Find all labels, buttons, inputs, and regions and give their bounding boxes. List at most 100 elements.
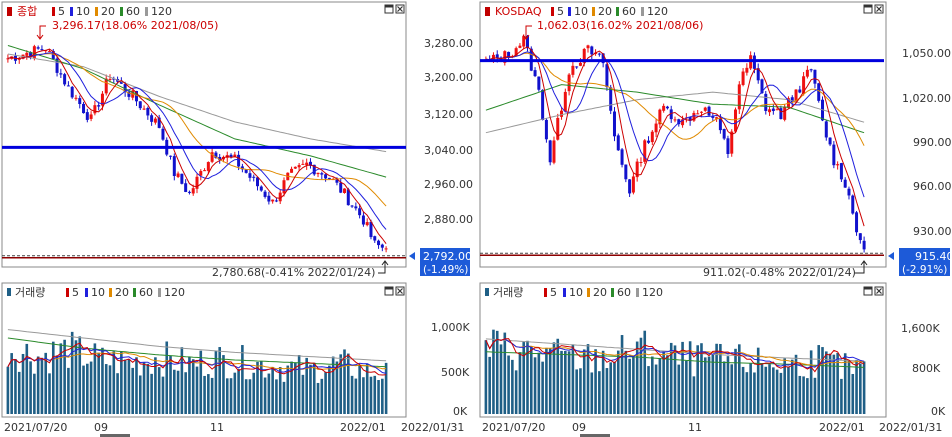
volume-bar [737,344,741,414]
scroll-thumb[interactable] [100,434,130,437]
volume-bar [97,352,100,414]
close-icon-x [397,6,403,12]
ma120-label: 120 [647,5,668,18]
volume-bar [377,380,380,414]
volume-bar [564,350,567,414]
candle-body [802,76,806,94]
volume-bar [135,357,138,414]
candle-body [507,51,511,58]
candle-body [703,107,707,111]
volume-bar [529,346,533,414]
vol-ma60-label: 60 [139,286,153,299]
volume-bar [756,347,760,414]
volume-bar [116,373,119,414]
candle-body [688,117,692,121]
volume-bar [613,361,616,414]
candle-body [240,166,244,170]
volume-bar [507,355,510,414]
date-tick: 11 [688,421,702,434]
volume-tick: 800K [912,362,941,375]
candle-body [274,200,278,202]
kosdaq-volume-window-controls[interactable] [863,286,884,296]
volume-bar [78,336,82,414]
candle-body [790,97,794,103]
vol-ma20-label: 20 [593,286,607,299]
candle-body [847,188,851,196]
candle-body [282,180,286,194]
volume-bar [165,341,169,414]
volume-bar [286,365,290,414]
kosdaq-high-arrow [522,25,532,40]
kospi-window-controls[interactable] [384,4,405,14]
volume-bar [567,351,571,414]
volume-bar [711,354,715,414]
volume-bar [545,347,548,414]
volume-bar [658,357,662,414]
kosdaq-window-controls[interactable] [863,4,884,14]
candle-body [858,233,862,241]
candle-body [578,62,582,66]
volume-bar [783,358,786,414]
kospi-volume-legend: 거래량 5 10 20 60 120 [7,286,185,299]
date-tick: 09 [572,421,586,434]
ma20-label: 20 [598,5,612,18]
volume-bar [753,372,756,414]
volume-bar [267,373,271,414]
volume-bar [571,344,575,414]
volume-bar [768,364,771,414]
candle-body [541,89,545,120]
kosdaq-current-price-badge: 915.40 (-2.91%) [888,248,952,276]
volume-bar [552,342,556,414]
vol-ma120-label: 120 [164,286,185,299]
volume-bar [537,352,541,414]
kospi-volume-window-controls[interactable] [384,286,405,296]
price-tick: 1,020.00 [902,92,951,105]
volume-bar [719,343,722,414]
ma60-line [485,84,865,134]
candle-body [354,206,358,209]
volume-bar [730,364,734,414]
kosdaq-panel: KOSDAQ 5 10 20 60 120 1,062.03(16.02% 20… [479,1,952,434]
candle-body [218,156,222,160]
ma10-swatch [85,288,88,297]
candle-body [707,106,711,116]
volume-bar [44,352,48,414]
volume-bar [575,369,578,414]
candle-body [832,144,836,166]
ma120-swatch [636,288,639,297]
volume-bar [369,376,373,414]
volume-bar [794,354,798,414]
ma5-line [485,46,865,227]
candle-body [335,179,339,183]
volume-bar [514,370,518,414]
volume-bar [616,350,620,414]
volume-bar [673,345,677,414]
volume-bar [700,343,703,414]
candle-body [327,177,331,179]
scroll-thumb[interactable] [580,434,610,437]
volume-bar [157,367,161,414]
candle-body [176,173,180,177]
candle-body [752,55,756,69]
volume-bar [169,355,172,414]
candle-body [256,177,260,187]
candle-body [233,154,237,157]
candle-body [605,64,609,88]
volume-bar [74,340,78,414]
volume-bar [123,359,127,414]
volume-bar [335,361,339,414]
candle-body [563,91,567,112]
candle-body [384,248,388,250]
candle-body [760,79,764,94]
volume-bar [647,366,650,414]
volume-bar [343,349,346,414]
candle-body [552,140,556,163]
volume-bar [199,350,203,414]
volume-bar [809,350,813,414]
candle-body [722,129,726,139]
volume-bar [70,331,74,414]
volume-bar [586,344,590,414]
volume-bar [677,364,681,414]
candle-body [590,46,594,55]
volume-bar [82,365,85,414]
